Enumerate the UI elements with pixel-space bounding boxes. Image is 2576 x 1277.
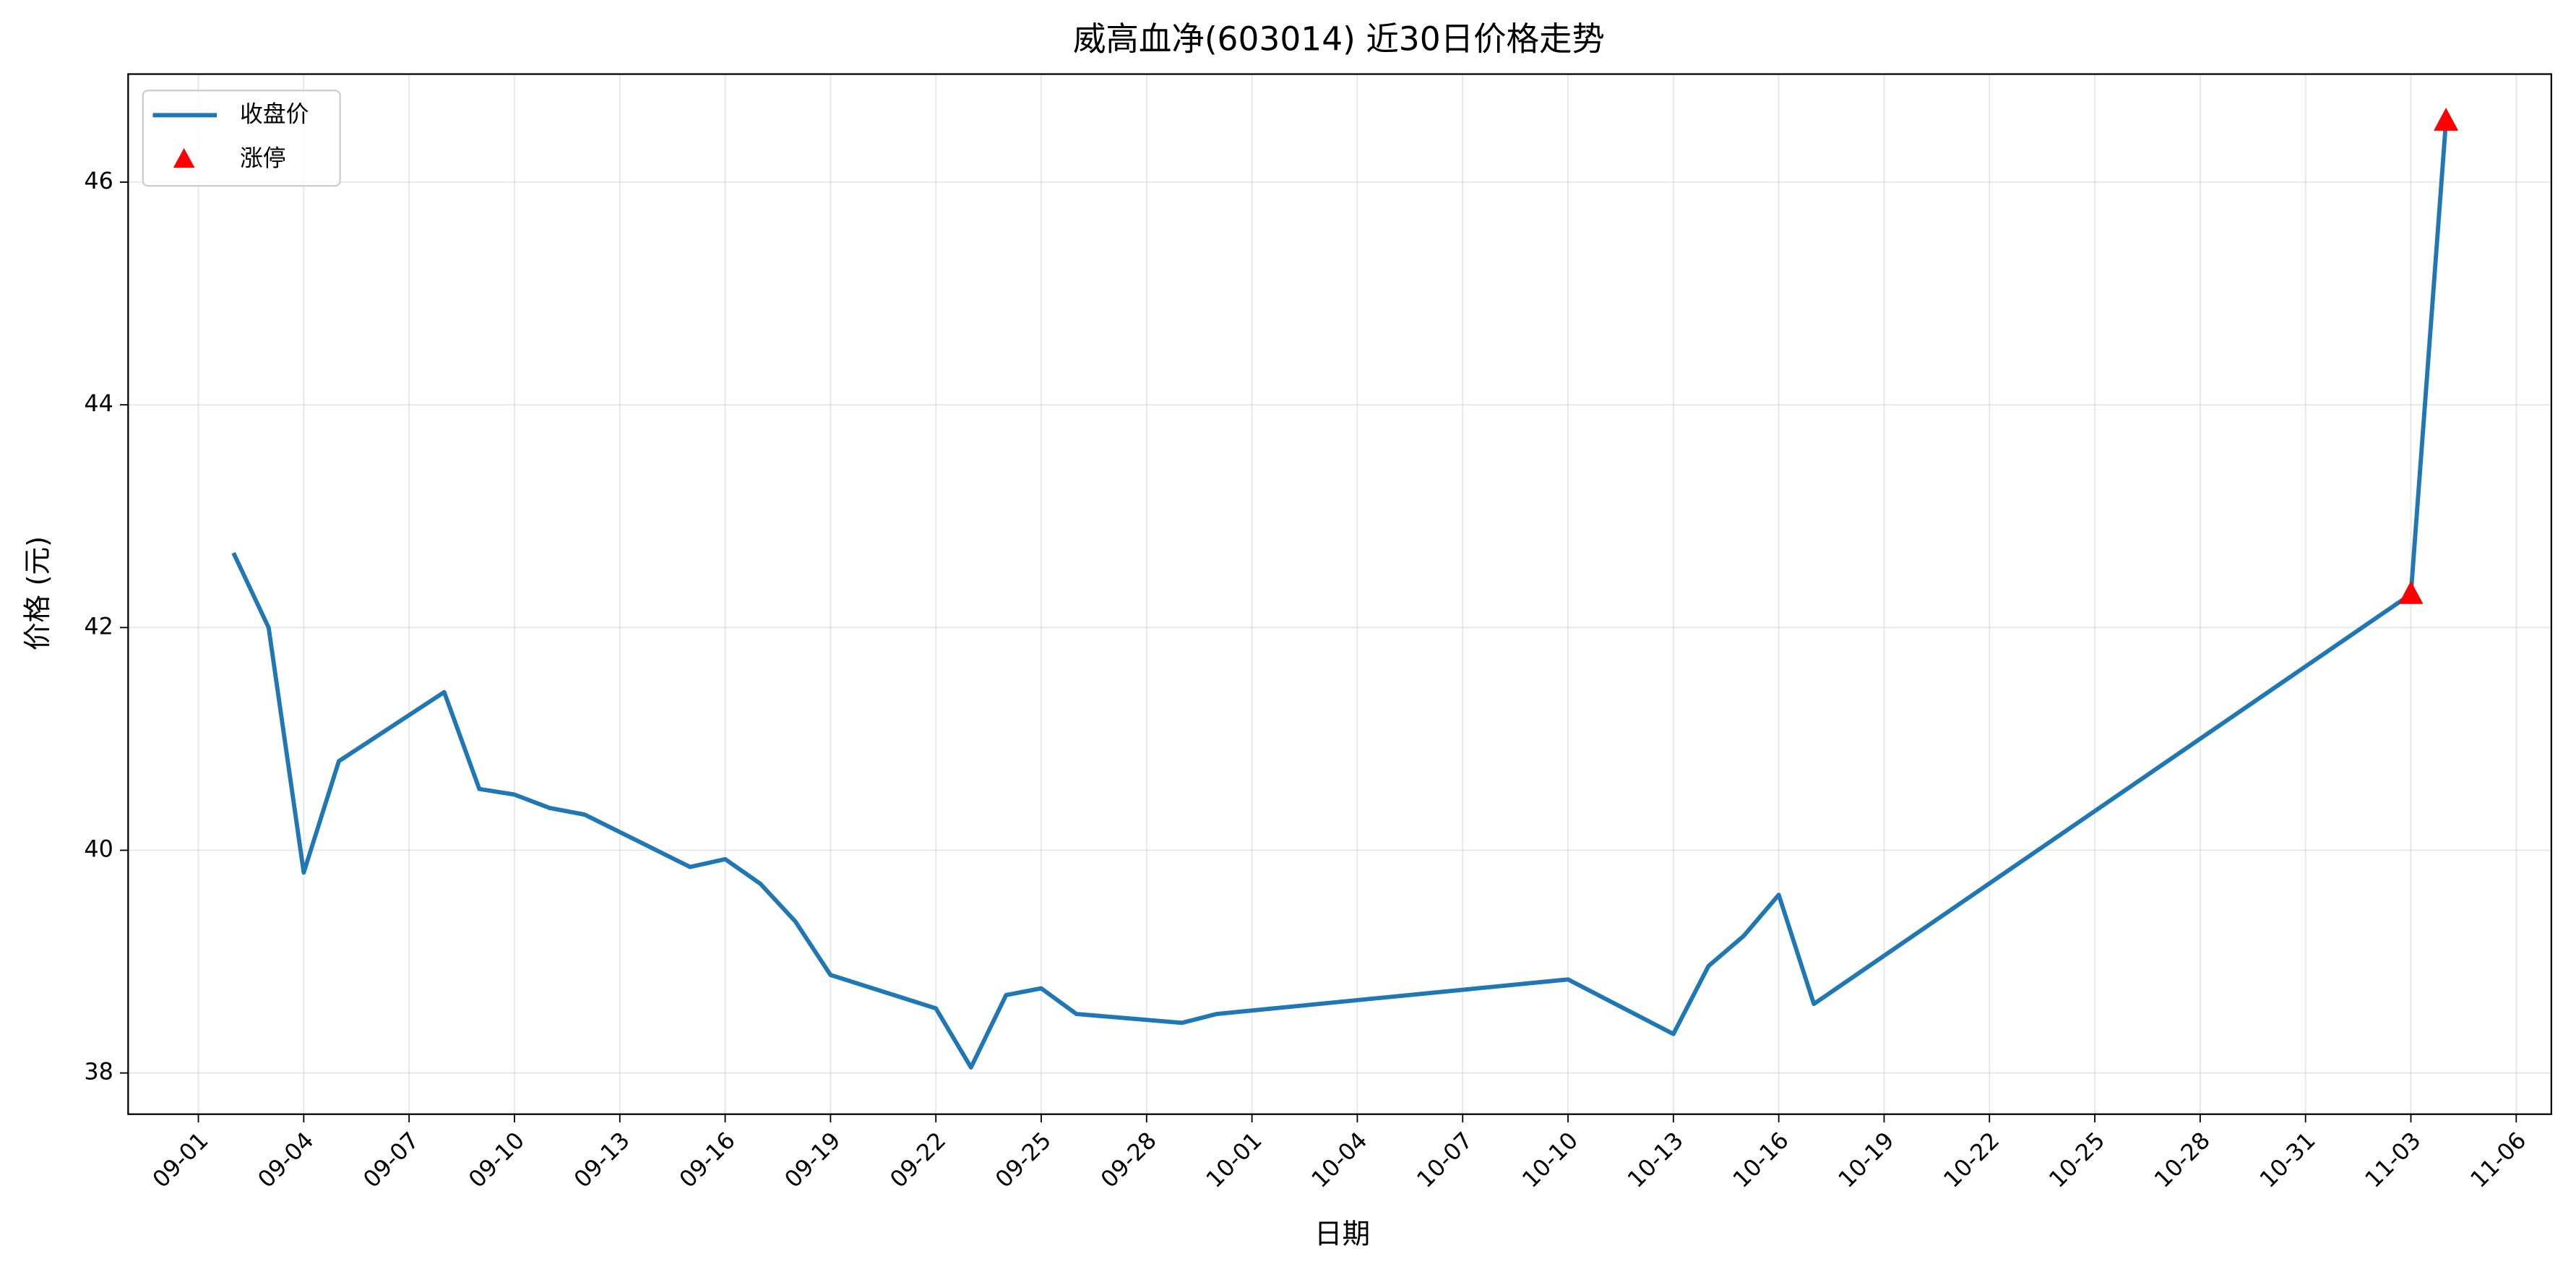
legend-label: 收盘价: [240, 100, 309, 127]
y-tick-label: 38: [84, 1058, 113, 1085]
price-line: [231, 121, 2449, 1070]
limit-up-marker: [2434, 108, 2459, 131]
y-axis-label: 价格 (元): [22, 536, 54, 650]
y-tick-label: 40: [84, 835, 113, 863]
y-tick-label: 46: [84, 167, 113, 194]
legend-label: 涨停: [240, 145, 286, 172]
chart-title: 威高血净(603014) 近30日价格走势: [1073, 20, 1605, 59]
limit-up-marker: [2398, 580, 2424, 604]
x-axis-label: 日期: [1314, 1218, 1370, 1250]
plot-frame: [127, 73, 2553, 1115]
legend-marker: [173, 147, 195, 168]
y-tick-label: 44: [84, 390, 113, 417]
y-tick-label: 42: [84, 612, 113, 640]
